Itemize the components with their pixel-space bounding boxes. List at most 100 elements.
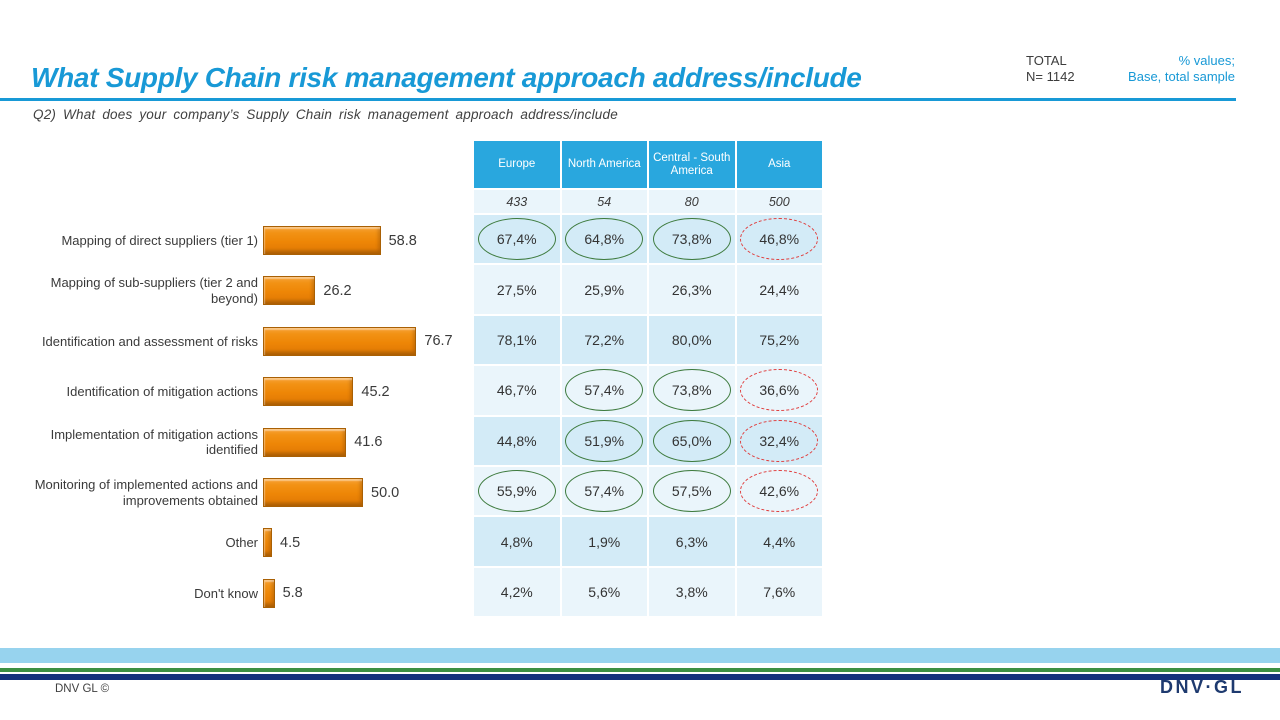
regions-table: Europe North America Central - South Ameri…	[474, 141, 822, 617]
dnvgl-logo: DNV·GL	[1160, 677, 1244, 697]
table-cell: 46,8%	[736, 215, 822, 264]
table-cell: 4,2%	[474, 567, 560, 617]
table-cell: 24,4%	[736, 265, 822, 314]
table-cell: 65,0%	[649, 416, 735, 465]
table-cell: 57,4%	[561, 466, 647, 516]
copyright-text: DNV GL ©	[55, 683, 110, 695]
table-cell: 67,4%	[474, 215, 560, 264]
table-cell: 73,8%	[649, 366, 735, 415]
question-subtitle: Q2) What does your company’s Supply Chai…	[33, 107, 618, 122]
highlight-ellipse-red	[740, 419, 819, 462]
bar-category-label: Implementation of mitigation actions ide…	[50, 426, 258, 458]
table-cell: 44,8%	[474, 416, 560, 465]
table-cell: 6,3%	[649, 517, 735, 566]
bar-category-label: Mapping of direct suppliers (tier 1)	[61, 232, 258, 248]
footer-band-navy	[0, 674, 1280, 680]
bar-value-label: 76.7	[424, 333, 453, 350]
table-cell: 7,6%	[736, 567, 822, 617]
bar-category-label: Monitoring of implemented actions and im…	[34, 477, 258, 508]
bar-row: Implementation of mitigation actions ide…	[6, 416, 383, 468]
bar-value-label: 50.0	[371, 484, 400, 501]
base-row-cell: 80	[649, 190, 735, 213]
page-title: What Supply Chain risk management approa…	[31, 62, 862, 93]
bar	[263, 326, 417, 356]
table-cell: 1,9%	[561, 517, 647, 566]
table-cell: 64,8%	[561, 215, 647, 264]
bar-row: Mapping of sub-suppliers (tier 2 and bey…	[6, 265, 352, 317]
table-cell: 57,5%	[649, 466, 735, 516]
highlight-ellipse-green	[565, 369, 644, 412]
footer-band-green	[0, 668, 1280, 672]
table-cell: 36,6%	[736, 366, 822, 415]
bar-value-label: 45.2	[361, 383, 390, 400]
highlight-ellipse-green	[565, 419, 644, 462]
bar-row: Don't know 5.8	[6, 567, 303, 619]
bar	[263, 226, 381, 255]
table-cell: 42,6%	[736, 466, 822, 516]
total-sample-block: TOTAL N= 1142	[1026, 53, 1075, 85]
table-cell: 46,7%	[474, 366, 560, 415]
table-header-cell: Central - South America	[649, 141, 735, 188]
table-cell: 32,4%	[736, 416, 822, 465]
total-label: TOTAL	[1026, 53, 1067, 68]
table-cell: 73,8%	[649, 215, 735, 264]
bar-value-label: 41.6	[354, 434, 383, 451]
table-cell: 25,9%	[561, 265, 647, 314]
table-cell: 75,2%	[736, 315, 822, 365]
footer-band-skyblue	[0, 648, 1280, 663]
bar-category-label: Don't know	[194, 585, 258, 601]
base-row-cell: 54	[561, 190, 647, 213]
table-cell: 72,2%	[561, 315, 647, 365]
bar-row: Monitoring of implemented actions and im…	[6, 467, 400, 519]
table-header-cell: Europe	[474, 141, 560, 188]
bar	[263, 377, 354, 407]
table-cell: 57,4%	[561, 366, 647, 415]
bar-category-label: Identification of mitigation actions	[66, 383, 259, 399]
table-cell: 27,5%	[474, 265, 560, 314]
base-row-cell: 500	[736, 190, 822, 213]
table-cell: 78,1%	[474, 315, 560, 365]
highlight-ellipse-green	[652, 218, 731, 261]
bar	[263, 427, 347, 457]
table-cell: 4,4%	[736, 517, 822, 566]
bar	[263, 578, 275, 608]
highlight-ellipse-green	[652, 369, 731, 412]
table-cell: 51,9%	[561, 416, 647, 465]
bar-value-label: 58.8	[388, 232, 417, 249]
values-note-line1: % values;	[1178, 53, 1235, 68]
highlight-ellipse-green	[565, 470, 644, 513]
highlight-ellipse-green	[477, 470, 556, 513]
highlight-ellipse-green	[477, 218, 556, 261]
table-cell: 5,6%	[561, 567, 647, 617]
bar-row: Mapping of direct suppliers (tier 1) 58.8	[6, 215, 417, 267]
highlight-ellipse-red	[740, 369, 819, 412]
bar	[263, 528, 272, 558]
values-note-block: % values; Base, total sample	[1128, 53, 1235, 85]
bar-value-label: 26.2	[323, 282, 352, 299]
table-cell: 26,3%	[649, 265, 735, 314]
table-header-cell: Asia	[736, 141, 822, 188]
highlight-ellipse-green	[652, 419, 731, 462]
table-cell: 80,0%	[649, 315, 735, 365]
total-n: N= 1142	[1026, 69, 1075, 84]
title-underline	[0, 98, 1236, 101]
highlight-ellipse-red	[740, 470, 819, 513]
bar-row: Identification of mitigation actions 45.2	[6, 366, 390, 418]
bar	[263, 276, 316, 306]
table-cell: 3,8%	[649, 567, 735, 617]
highlight-ellipse-green	[652, 470, 731, 513]
bar-chart: Mapping of direct suppliers (tier 1) 58.8…	[0, 0, 470, 720]
bar-value-label: 4.5	[280, 534, 301, 551]
bar-row: Identification and assessment of risks 76…	[6, 315, 453, 367]
highlight-ellipse-red	[740, 218, 819, 261]
bar	[263, 478, 363, 507]
bar-category-label: Mapping of sub-suppliers (tier 2 and bey…	[50, 275, 258, 306]
bar-value-label: 5.8	[282, 585, 303, 602]
table-cell: 55,9%	[474, 466, 560, 516]
table-cell: 4,8%	[474, 517, 560, 566]
values-note-line2: Base, total sample	[1128, 69, 1235, 84]
bar-category-label: Other	[225, 535, 258, 551]
bar-row: Other 4.5	[6, 517, 300, 569]
base-row-cell: 433	[474, 190, 560, 213]
